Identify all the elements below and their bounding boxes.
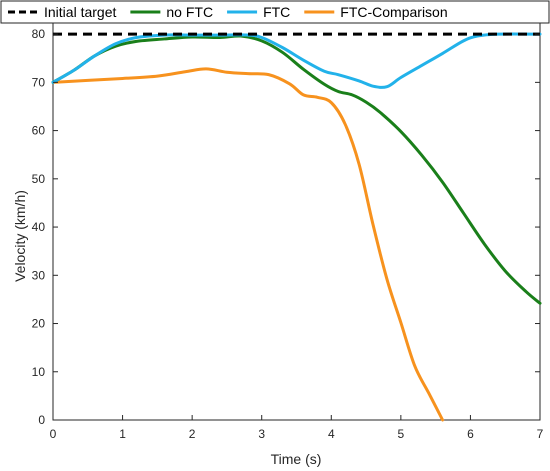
legend-label-0: Initial target: [44, 4, 116, 20]
series-layer: [51, 32, 542, 422]
legend-label-1: no FTC: [166, 4, 213, 20]
legend-box: [0, 0, 550, 24]
y-tick-label-7: 70: [32, 75, 46, 89]
legend-label-3: FTC-Comparison: [340, 4, 447, 20]
legend: Initial target no FTC FTC FTC-Comparison: [0, 0, 550, 24]
x-tick-label-3: 3: [258, 427, 265, 441]
plot-frame: [52, 9, 541, 421]
x-tick-label-2: 2: [189, 427, 196, 441]
y-tick-label-2: 20: [32, 317, 46, 331]
x-tick-label-1: 1: [119, 427, 126, 441]
series-line-2: [51, 32, 542, 89]
y-tick-label-5: 50: [32, 172, 46, 186]
plot-area: [52, 9, 541, 421]
x-tick-label-5: 5: [398, 427, 405, 441]
y-tick-label-0: 0: [38, 413, 45, 427]
y-tick-label-4: 40: [32, 220, 46, 234]
y-tick-label-8: 80: [32, 27, 46, 41]
y-tick-label-1: 10: [32, 365, 46, 379]
y-tick-label-6: 60: [32, 124, 46, 138]
x-tick-label-7: 7: [537, 427, 544, 441]
x-tick-label-0: 0: [50, 427, 57, 441]
y-tick-label-3: 30: [32, 268, 46, 282]
x-tick-label-4: 4: [328, 427, 335, 441]
y-axis-label: Velocity (km/h): [12, 190, 28, 282]
x-axis-label: Time (s): [271, 451, 322, 467]
legend-label-2: FTC: [263, 4, 290, 20]
series-line-3: [51, 67, 445, 422]
series-line-1: [51, 34, 542, 305]
x-tick-label-6: 6: [467, 427, 474, 441]
